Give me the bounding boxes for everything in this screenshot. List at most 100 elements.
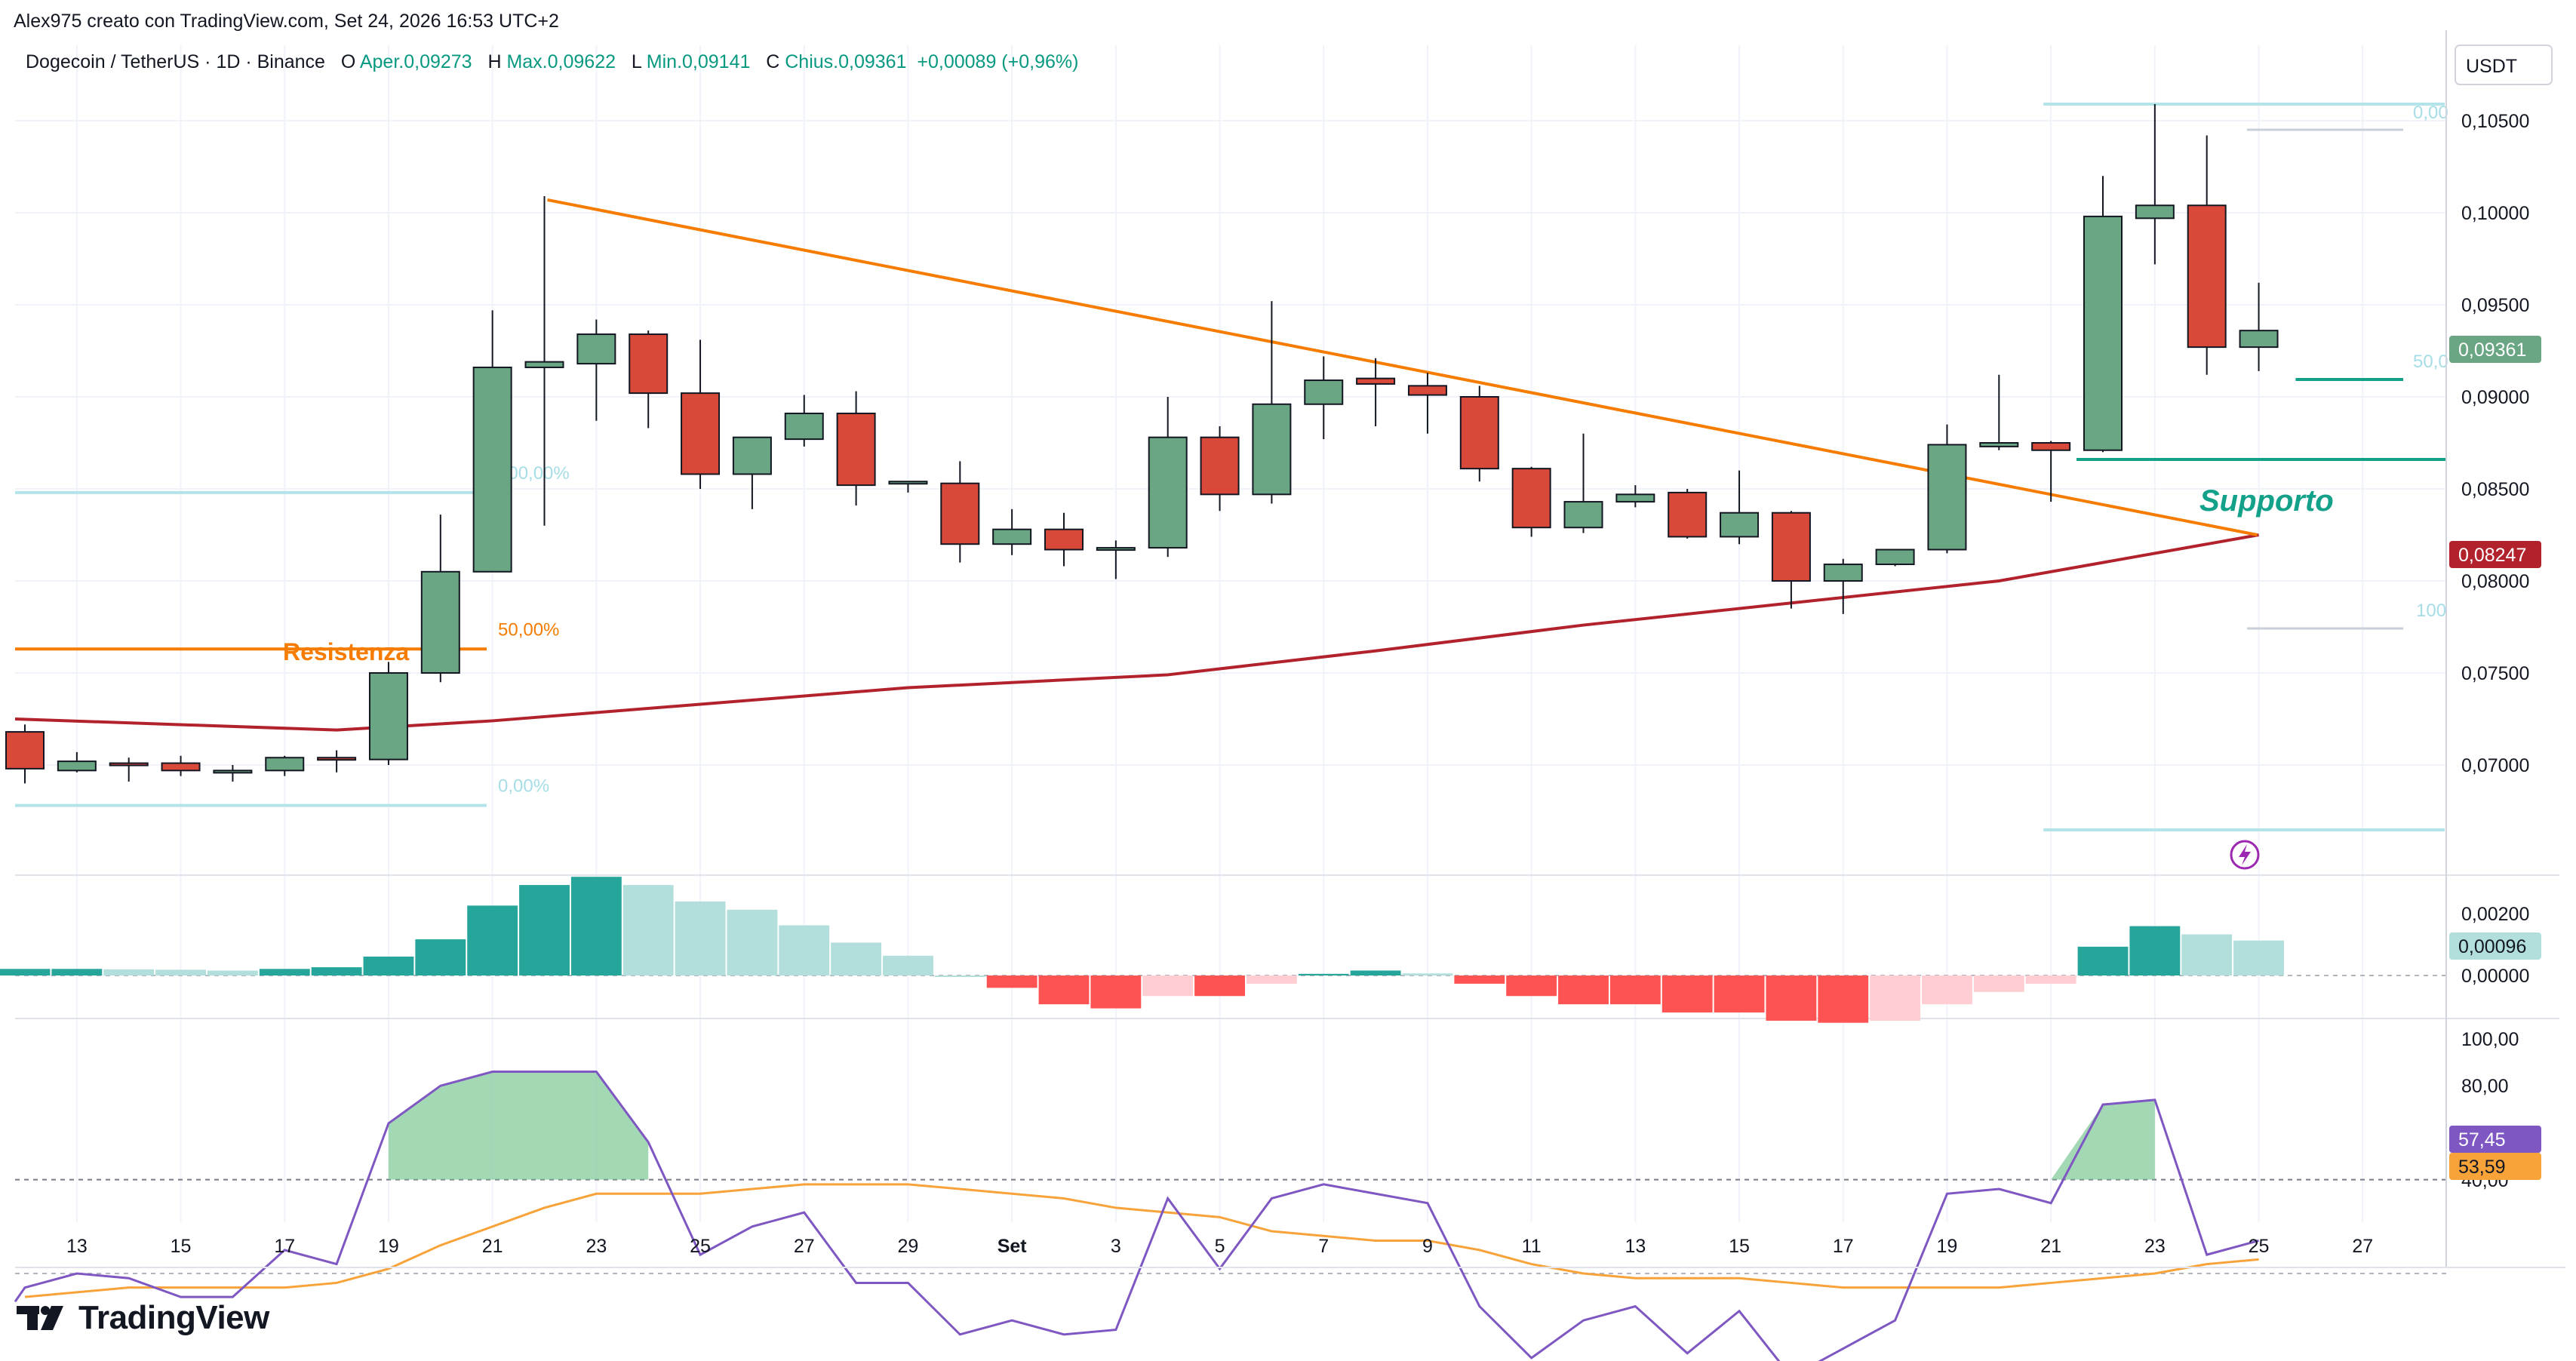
price-tick-label: 0,07500 (2461, 663, 2529, 684)
candle-body (109, 762, 149, 767)
time-tick-label: 17 (1833, 1236, 1854, 1257)
fib-right-label: 100 (2416, 601, 2446, 621)
macd-bar (2233, 940, 2284, 975)
macd-bar (1558, 975, 1609, 1005)
time-tick-label: 7 (1318, 1236, 1329, 1257)
time-tick-label: 15 (1729, 1236, 1750, 1257)
candle (2135, 104, 2175, 265)
candle-body (1823, 564, 1863, 582)
candle (836, 391, 876, 505)
ma-value-flag-bg (2449, 541, 2541, 568)
candle (1979, 374, 2019, 450)
price-tick-label: 0,10500 (2461, 111, 2529, 132)
support-label: Supporto (2199, 484, 2334, 518)
moving-average-line (14, 533, 2259, 732)
tradingview-logo[interactable]: TradingView (17, 1299, 269, 1337)
time-tick-label: Set (998, 1236, 1028, 1257)
macd-bar (2025, 975, 2076, 984)
currency-label: USDT (2466, 56, 2517, 77)
time-tick-label: 17 (274, 1236, 295, 1257)
candle-body (681, 392, 721, 475)
symbol-title[interactable]: Dogecoin / TetherUS · 1D · Binance (26, 51, 325, 72)
candle (472, 310, 512, 573)
candle-body (836, 412, 876, 487)
candle (1200, 426, 1240, 512)
macd-bar (1090, 975, 1142, 1009)
logo-wordmark: TradingView (78, 1299, 269, 1336)
candle-body (576, 333, 616, 365)
candle-body (1979, 442, 2019, 447)
fib-left-label: 50,00% (498, 619, 559, 640)
candle-body (1096, 547, 1136, 551)
candle (1252, 301, 1292, 504)
candle (992, 508, 1032, 555)
time-tick-label: 29 (898, 1236, 919, 1257)
candle-body (784, 412, 824, 441)
hist-tick-label: 0,00200 (2461, 904, 2529, 925)
candle (1668, 489, 1708, 539)
hist-value-flag-bg (2449, 932, 2541, 960)
candle (940, 461, 980, 563)
candle-body (629, 333, 669, 395)
candle-body (1511, 468, 1551, 529)
candle-body (2135, 204, 2175, 220)
macd-bar (1246, 975, 1297, 984)
candle (888, 481, 928, 493)
macd-bar (155, 969, 206, 975)
rsi-line (14, 1071, 2259, 1361)
macd-bar (779, 925, 830, 975)
candle (1511, 466, 1551, 537)
candle-body (317, 757, 357, 761)
time-tick-label: 13 (66, 1236, 88, 1257)
candle-body (1044, 528, 1084, 551)
rsi-ma-line (24, 1183, 2259, 1298)
candle-body (1252, 403, 1292, 496)
open-label: O (340, 51, 356, 72)
rsi-overbought-fill (2051, 1099, 2155, 1180)
price-tick-label: 0,09000 (2461, 387, 2529, 408)
candle (1044, 512, 1084, 567)
time-tick-label: 19 (378, 1236, 399, 1257)
macd-bar (1870, 975, 1921, 1021)
descending-trendline (547, 198, 2258, 536)
candle-body (1148, 436, 1188, 549)
candle (420, 515, 460, 683)
macd-bar (1506, 975, 1557, 997)
candle-body (2031, 442, 2071, 451)
candle (2031, 441, 2071, 502)
time-tick-label: 23 (2144, 1236, 2166, 1257)
candle-body (1459, 396, 1499, 470)
candle-body (420, 570, 460, 674)
current-price-flag: 0,09361 (2458, 339, 2526, 361)
candle (265, 755, 305, 776)
macd-bar (1818, 975, 1869, 1023)
macd-bar (622, 885, 674, 975)
current-price-flag-bg (2449, 336, 2541, 363)
ma-value-flag: 0,08247 (2458, 545, 2526, 566)
time-tick-label: 13 (1625, 1236, 1646, 1257)
price-tick-label: 0,10000 (2461, 203, 2529, 224)
candle-body (1927, 444, 1967, 551)
time-tick-label: 21 (2040, 1236, 2061, 1257)
candle-body (940, 482, 980, 545)
candle-body (161, 762, 201, 772)
candle (2187, 135, 2227, 375)
candle-body (1407, 385, 1447, 396)
candle (2083, 176, 2123, 453)
macd-bar (363, 956, 414, 975)
macd-bar (831, 942, 882, 975)
candle (1927, 424, 1967, 554)
candle (213, 765, 253, 782)
lightning-icon-ring (2230, 840, 2260, 870)
time-tick-label: 15 (171, 1236, 192, 1257)
macd-bar (883, 955, 933, 975)
time-tick-label: 3 (1111, 1236, 1121, 1257)
moving-average (14, 533, 2259, 732)
time-tick-label: 25 (690, 1236, 711, 1257)
macd-bar (1454, 975, 1505, 984)
candle-body (1720, 512, 1760, 538)
macd-bar (1609, 975, 1661, 1005)
macd-bar (2129, 926, 2181, 975)
candle-body (1200, 436, 1240, 496)
